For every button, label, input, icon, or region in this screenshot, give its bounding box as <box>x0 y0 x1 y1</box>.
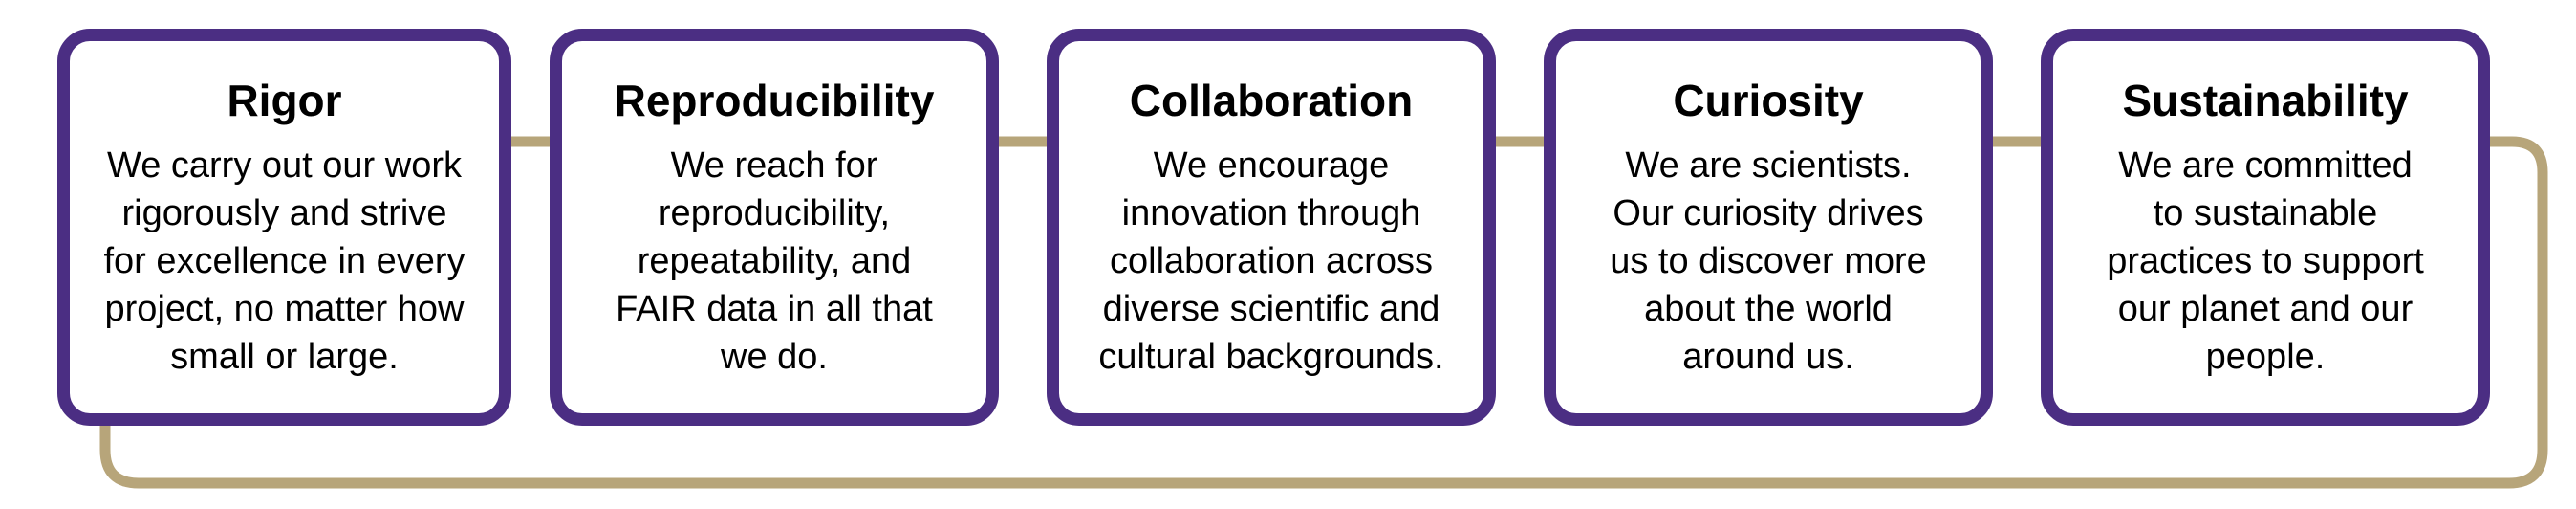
value-card-collaboration: Collaboration We encourage innovation th… <box>1047 29 1496 426</box>
value-card-sustainability: Sustainability We are committed to susta… <box>2041 29 2490 426</box>
card-body: We reach for reproducibility, repeatabil… <box>616 144 933 377</box>
value-card-curiosity: Curiosity We are scientists. Our curiosi… <box>1544 29 1993 426</box>
card-body: We encourage innovation through collabor… <box>1098 144 1444 377</box>
connector-return-loop <box>99 136 2548 489</box>
card-body: We are scientists. Our curiosity drives … <box>1610 144 1927 377</box>
card-body: We carry out our work rigorously and str… <box>103 144 465 377</box>
value-card-rigor: Rigor We carry out our work rigorously a… <box>57 29 511 426</box>
card-title: Rigor <box>227 76 342 125</box>
card-title: Sustainability <box>2122 76 2409 125</box>
card-title: Collaboration <box>1129 76 1414 125</box>
value-card-reproducibility: Reproducibility We reach for reproducibi… <box>550 29 999 426</box>
card-title: Curiosity <box>1673 76 1864 125</box>
card-title: Reproducibility <box>614 76 935 125</box>
card-body: We are committed to sustainable practice… <box>2107 144 2424 377</box>
